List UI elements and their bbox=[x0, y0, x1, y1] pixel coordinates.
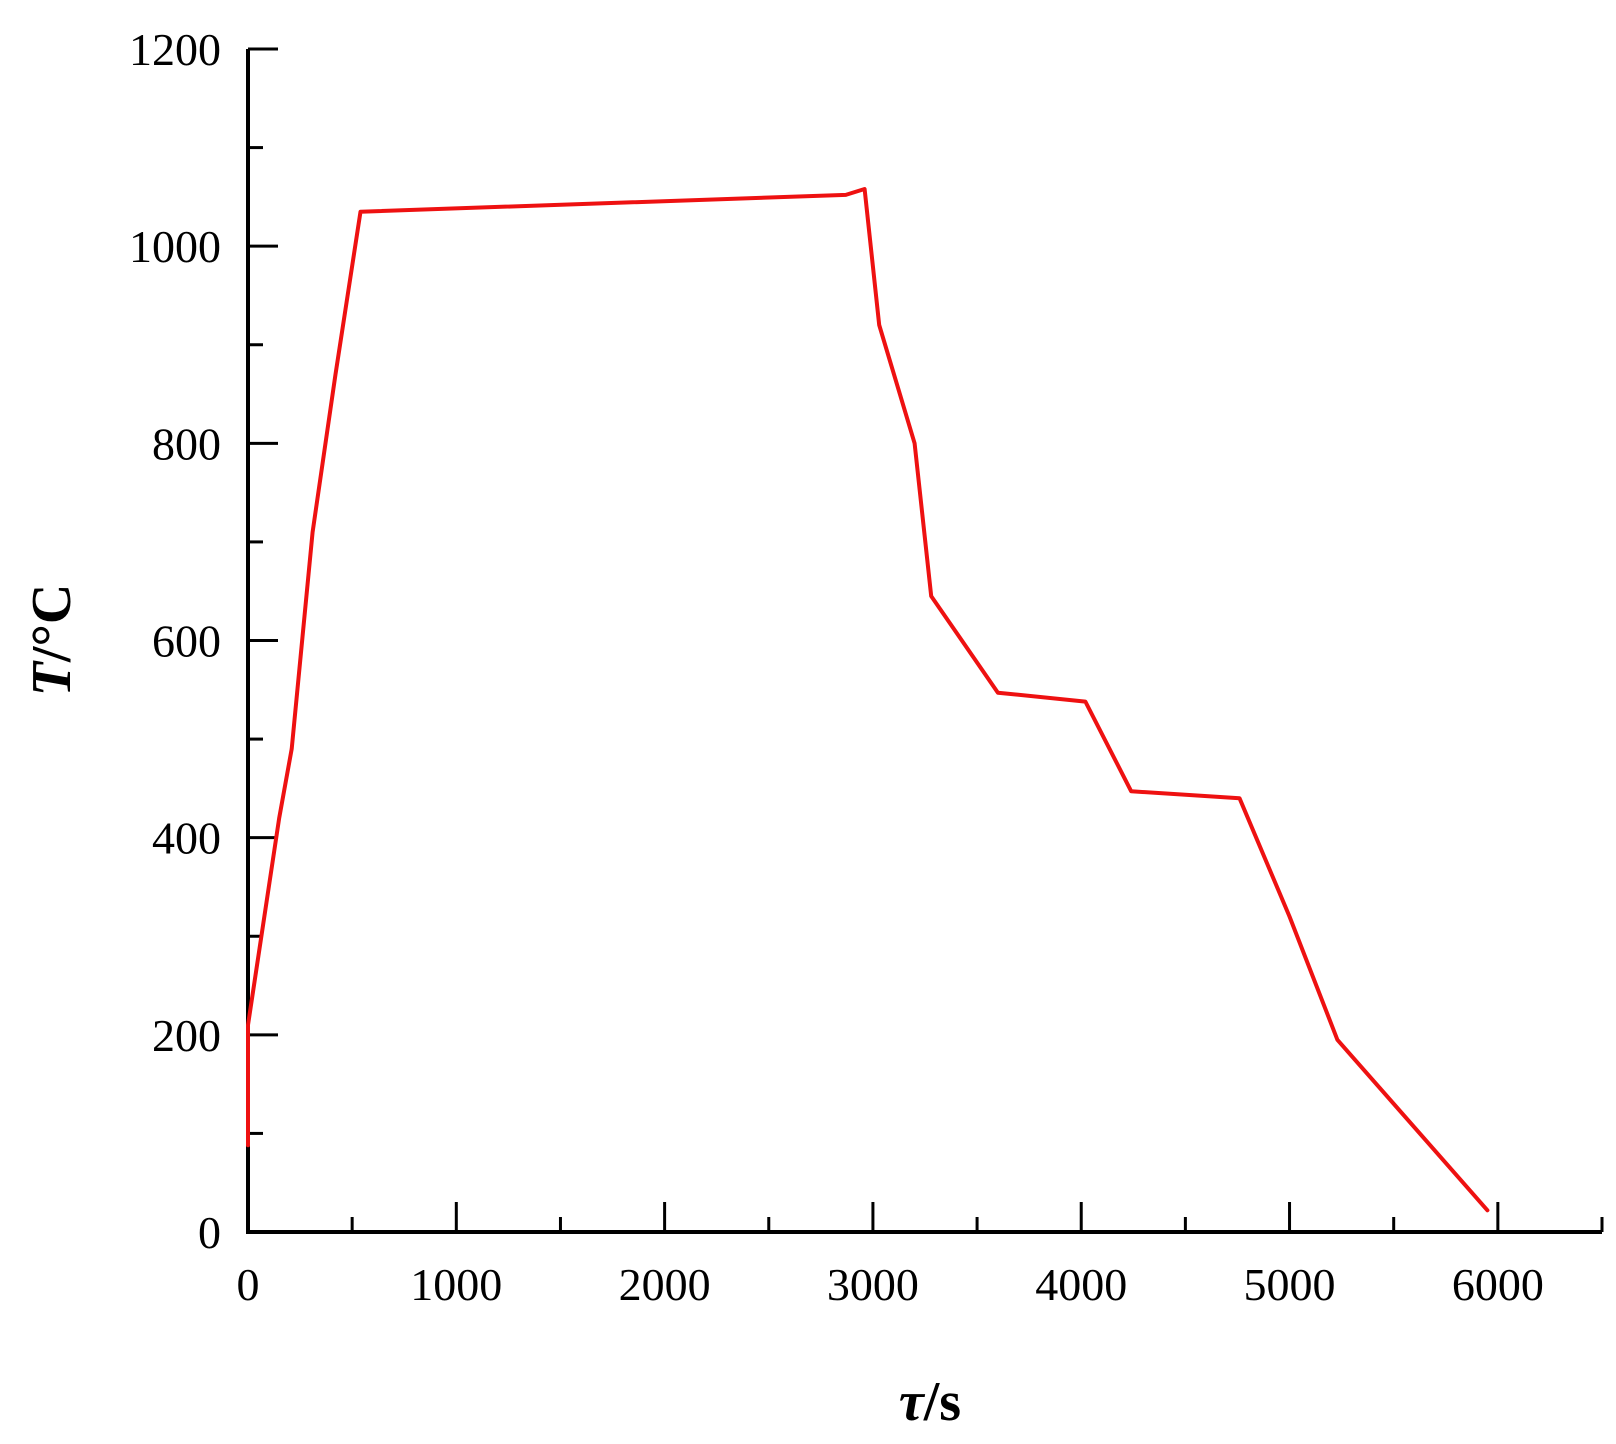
y-tick-label: 600 bbox=[152, 616, 221, 667]
x-tick-label: 4000 bbox=[1035, 1259, 1127, 1310]
y-axis-title: T/°C bbox=[21, 584, 83, 697]
y-tick-label: 200 bbox=[152, 1010, 221, 1061]
series-line bbox=[246, 187, 1490, 1213]
x-tick-label: 5000 bbox=[1244, 1259, 1336, 1310]
x-axis-symbol: τ bbox=[899, 1371, 926, 1433]
x-axis-unit: /s bbox=[923, 1371, 961, 1433]
y-tick-label: 400 bbox=[152, 813, 221, 864]
x-tick-label: 2000 bbox=[619, 1259, 711, 1310]
ticks bbox=[246, 47, 1604, 1234]
series-layer bbox=[246, 187, 1490, 1213]
y-tick-label: 800 bbox=[152, 418, 221, 469]
y-tick-label: 0 bbox=[198, 1207, 221, 1258]
x-tick-label: 6000 bbox=[1452, 1259, 1544, 1310]
tick-labels: 0 1000 2000 3000 4000 5000 6000 0 200 400 600 800 10… bbox=[129, 24, 1544, 1310]
y-axis-symbol: T bbox=[21, 659, 83, 696]
x-axis-title: τ/s bbox=[899, 1371, 961, 1433]
x-tick-label: 0 bbox=[237, 1259, 260, 1310]
x-tick-label: 1000 bbox=[410, 1259, 502, 1310]
y-tick-label: 1000 bbox=[129, 221, 221, 272]
x-tick-label: 3000 bbox=[827, 1259, 919, 1310]
y-tick-label: 1200 bbox=[129, 24, 221, 75]
axes bbox=[246, 49, 1602, 1234]
y-axis-unit: /°C bbox=[21, 584, 83, 663]
